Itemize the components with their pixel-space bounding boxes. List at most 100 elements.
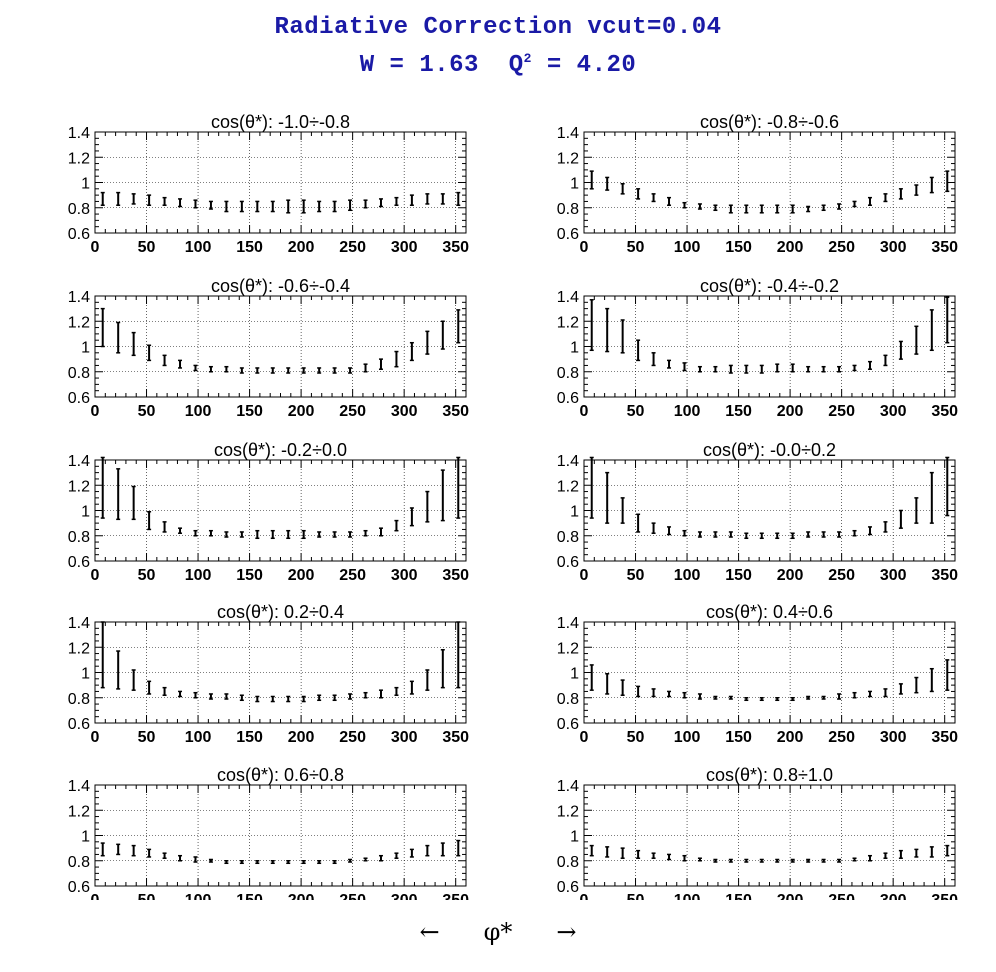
data-point [775,363,780,373]
data-point [394,852,399,859]
data-point [301,695,306,703]
x-tick-label: 250 [339,892,366,900]
x-tick-label: 150 [236,729,263,746]
data-point [589,844,594,857]
x-tick-label: 300 [880,729,907,746]
data-point [193,529,198,537]
data-point [286,529,291,540]
y-tick-label: 0.6 [557,879,579,896]
data-point [332,860,337,865]
data-point [394,350,399,368]
data-point [224,693,229,700]
data-point [208,693,213,700]
x-tick-label: 50 [627,567,645,584]
data-point [945,844,950,857]
data-point [620,319,625,354]
x-tick-label: 300 [391,892,418,900]
data-point [425,490,430,523]
data-point [332,694,337,702]
data-point [147,344,152,362]
x-tick-label: 200 [288,403,315,420]
data-point [425,669,430,691]
panel-title: cos(θ*): -0.6÷-0.4 [211,276,350,296]
data-point [697,365,702,373]
data-point [744,364,749,374]
data-point [636,188,641,200]
data-point [589,664,594,691]
x-tick-label: 50 [627,892,645,900]
data-point [208,365,213,373]
x-tick-label: 200 [288,567,315,584]
data-point [239,860,244,865]
data-point [116,650,121,690]
data-point [898,188,903,200]
y-tick-label: 1.4 [557,453,579,470]
data-point [713,204,718,212]
x-tick-label: 350 [931,729,958,746]
x-tick-label: 300 [391,239,418,256]
data-point [363,857,368,862]
x-tick-label: 50 [138,403,156,420]
x-tick-label: 250 [828,729,855,746]
x-tick-label: 0 [580,729,589,746]
y-tick-label: 0.8 [68,529,90,546]
data-point [363,199,368,209]
x-tick-label: 300 [880,239,907,256]
data-point [162,521,167,533]
data-point [348,531,353,538]
y-tick-label: 1.2 [68,803,90,820]
data-point [409,194,414,206]
y-tick-label: 1 [81,176,90,193]
x-tick-label: 350 [931,567,958,584]
y-tick-label: 0.8 [557,691,579,708]
data-point [667,196,672,206]
y-tick-label: 0.6 [68,226,90,243]
x-tick-label: 100 [674,403,701,420]
data-point [728,858,733,863]
data-point [867,854,872,862]
y-tick-label: 1.2 [68,478,90,495]
data-point [620,679,625,696]
x-tick-label: 200 [777,729,804,746]
data-point [945,296,950,344]
x-tick-label: 350 [931,403,958,420]
x-tick-label: 100 [674,892,701,900]
data-point [682,529,687,537]
data-point [270,695,275,703]
w-label: W = 1.63 [359,52,479,79]
data-point [208,529,213,537]
data-point [929,667,934,693]
y-tick-label: 0.6 [68,390,90,407]
data-point [440,320,445,350]
data-point [775,532,780,540]
y-tick-label: 1 [81,829,90,846]
data-point [713,695,718,700]
data-point [394,686,399,696]
data-point [147,511,152,531]
data-point [744,697,749,702]
x-tick-label: 250 [339,729,366,746]
data-point [713,858,718,863]
x-tick-label: 0 [580,892,589,900]
x-tick-label: 250 [828,567,855,584]
data-point [775,204,780,214]
x-tick-label: 250 [828,892,855,900]
y-tick-label: 1 [570,340,579,357]
data-point [425,193,430,205]
y-tick-label: 1.4 [557,615,579,632]
data-point [255,860,260,865]
x-tick-label: 50 [138,729,156,746]
data-point [131,844,136,857]
data-point [744,204,749,214]
data-point [867,526,872,536]
panel-10: cos(θ*): 0.8÷1.0 0 50 100 150 200 250 300 350 0.6… [557,765,958,900]
x-tick-label: 0 [580,239,589,256]
data-point [409,341,414,362]
x-tick-label: 200 [288,729,315,746]
x-tick-label: 100 [185,567,212,584]
data-point [728,695,733,700]
y-tick-label: 1 [570,666,579,683]
data-point [178,854,183,862]
y-tick-label: 1.4 [68,453,90,470]
data-point [255,367,260,374]
